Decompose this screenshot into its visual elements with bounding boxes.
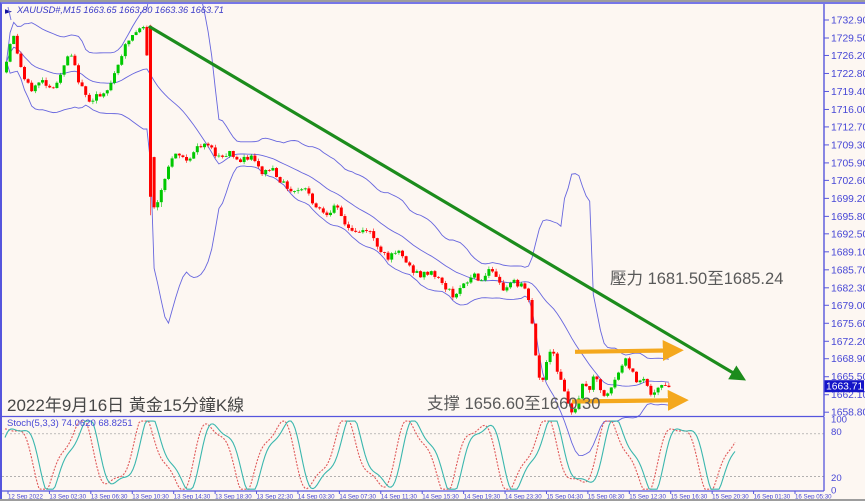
svg-text:1695.80: 1695.80 [831,212,865,223]
svg-text:100: 100 [831,415,847,426]
svg-text:1716.00: 1716.00 [831,105,865,116]
svg-text:16 Sep 01:30: 16 Sep 01:30 [754,493,791,499]
svg-text:12 Sep 2022: 12 Sep 2022 [8,493,43,499]
svg-text:壓力 1681.50至1685.24: 壓力 1681.50至1685.24 [610,269,783,288]
svg-text:15 Sep 12:30: 15 Sep 12:30 [629,493,666,499]
svg-text:1722.80: 1722.80 [831,69,865,80]
svg-text:1689.10: 1689.10 [831,247,865,258]
svg-text:15 Sep 20:30: 15 Sep 20:30 [712,493,749,499]
svg-text:14 Sep 19:30: 14 Sep 19:30 [464,493,501,499]
svg-text:1712.70: 1712.70 [831,122,865,133]
svg-text:15 Sep 04:30: 15 Sep 04:30 [546,493,583,499]
svg-text:支撑 1656.60至1660.30: 支撑 1656.60至1660.30 [427,394,600,413]
svg-text:1663.71: 1663.71 [826,382,863,393]
svg-text:13 Sep 14:30: 13 Sep 14:30 [174,493,211,499]
svg-text:1702.60: 1702.60 [831,176,865,187]
svg-text:14 Sep 15:30: 14 Sep 15:30 [422,493,459,499]
svg-text:1672.20: 1672.20 [831,337,865,348]
svg-text:XAUUSD#,M15 1663.65 1663.80 1: XAUUSD#,M15 1663.65 1663.80 1663.36 1663… [16,5,224,15]
svg-text:14 Sep 11:30: 14 Sep 11:30 [381,493,418,499]
svg-text:1732.90: 1732.90 [831,16,865,27]
svg-text:20: 20 [831,473,842,484]
svg-text:1709.30: 1709.30 [831,140,865,151]
svg-text:80: 80 [831,427,842,438]
svg-text:1679.00: 1679.00 [831,301,865,312]
svg-text:13 Sep 06:30: 13 Sep 06:30 [91,493,128,499]
svg-text:14 Sep 23:30: 14 Sep 23:30 [505,493,542,499]
svg-text:13 Sep 02:30: 13 Sep 02:30 [49,493,86,499]
svg-text:16 Sep 05:30: 16 Sep 05:30 [795,493,832,499]
svg-text:1705.90: 1705.90 [831,158,865,169]
svg-text:1668.90: 1668.90 [831,354,865,365]
svg-text:15 Sep 08:30: 15 Sep 08:30 [588,493,625,499]
svg-text:1675.60: 1675.60 [831,319,865,330]
svg-text:1726.20: 1726.20 [831,51,865,62]
svg-text:1685.70: 1685.70 [831,265,865,276]
svg-text:1699.20: 1699.20 [831,194,865,205]
svg-text:13 Sep 22:30: 13 Sep 22:30 [257,493,294,499]
svg-text:Stoch(5,3,3) 74.0620 68.8251: Stoch(5,3,3) 74.0620 68.8251 [7,418,133,429]
svg-text:14 Sep 03:30: 14 Sep 03:30 [298,493,335,499]
svg-text:13 Sep 18:30: 13 Sep 18:30 [215,493,252,499]
svg-text:13 Sep 10:30: 13 Sep 10:30 [132,493,169,499]
svg-text:0: 0 [831,486,836,497]
svg-text:14 Sep 07:30: 14 Sep 07:30 [339,493,376,499]
svg-text:1729.50: 1729.50 [831,33,865,44]
svg-text:2022年9月16日 黃金15分鐘K線: 2022年9月16日 黃金15分鐘K線 [7,396,244,415]
svg-text:1692.50: 1692.50 [831,229,865,240]
svg-text:1719.40: 1719.40 [831,87,865,98]
svg-text:15 Sep 16:30: 15 Sep 16:30 [671,493,708,499]
svg-text:1682.30: 1682.30 [831,283,865,294]
